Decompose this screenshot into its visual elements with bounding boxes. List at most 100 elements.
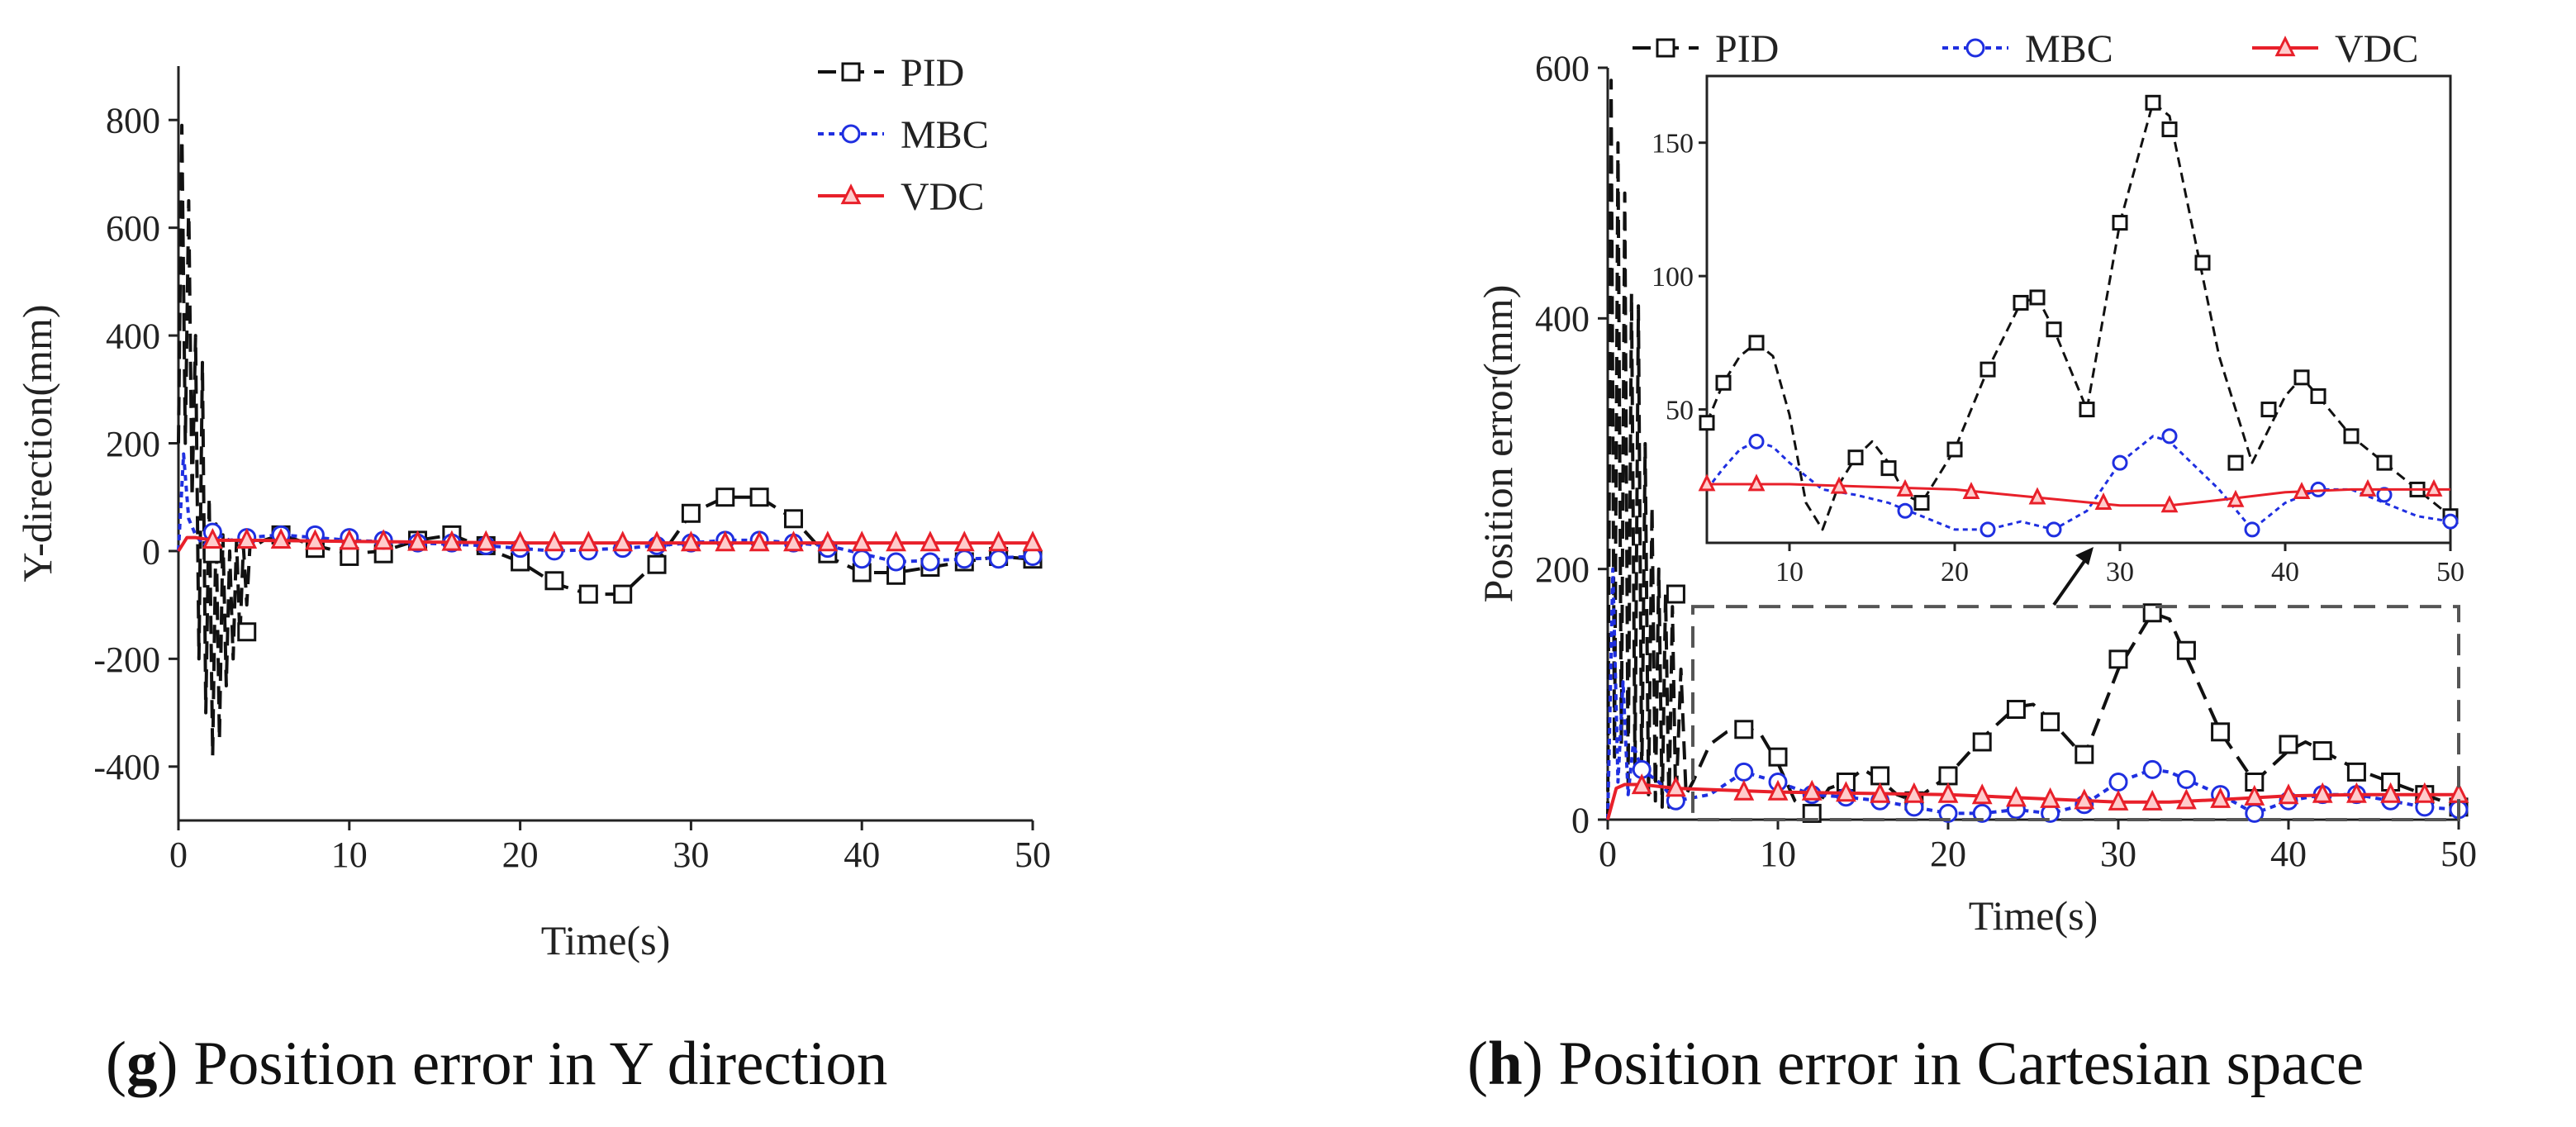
h-vdc-line [1606,782,2459,820]
h-legend-mbc-label: MBC [2025,27,2113,71]
h-inset-pid-marker [2079,402,2095,418]
h-x-tick-label: 0 [1599,834,1617,874]
h-zoom-arrow-line [2052,554,2090,606]
h-pid-marker [1734,720,1754,739]
h-y-tick-label: 400 [1535,299,1590,340]
h-inset-x-tick-label: 50 [2436,557,2464,587]
h-inset-mbc-marker [2244,521,2260,538]
h-inset-vdc-line [1707,483,2450,507]
h-inset-mbc-marker [1980,521,1996,538]
h-inset-pid-marker [1847,449,1864,466]
g-vdc-marker [680,530,701,552]
h-vdc-marker [1733,779,1755,801]
g-y-tick-label: 600 [106,208,160,249]
h-vdc-marker [1971,783,1993,805]
h-inset-vdc-marker [2359,478,2377,497]
g-y-tick-label: -200 [93,640,160,680]
g-pid-marker [613,584,633,604]
h-vdc-marker [1801,779,1823,801]
g-vdc-marker [407,530,428,551]
g-legend-pid-label: PID [901,51,964,95]
g-vdc-marker [988,530,1010,552]
h-vdc-marker [2312,782,2333,803]
g-y-tick-label: -400 [93,747,160,787]
g-pid-marker [749,487,769,507]
h-vdc-marker [2380,782,2402,803]
h-pid-marker [1768,747,1788,767]
h-pid-marker [1972,732,1992,752]
g-vdc-marker [646,530,668,552]
h-mbc-marker [2176,769,2196,789]
h-y-tick-label: 0 [1571,800,1590,840]
h-vdc-marker [2210,787,2231,808]
h-pid-marker [2279,735,2298,754]
g-vdc-marker [510,530,531,552]
g-mbc-line [177,452,1034,564]
h-mbc-marker [1938,803,1958,823]
g-vdc-marker [817,530,839,552]
h-x-tick-label: 50 [2441,834,2477,874]
h-vdc-marker [1631,773,1652,795]
h-pid-marker [2142,603,2162,623]
h-y-tick-label: 600 [1535,48,1590,88]
h-inset-pid-marker [2112,215,2128,231]
h-inset-pid-marker [1980,361,1996,378]
h-inset-y-tick-label: 50 [1666,396,1694,426]
h-inset-mbc-marker [1748,433,1765,449]
h-vdc-marker [2244,784,2265,806]
h-x-tick-label: 30 [2100,834,2136,874]
h-vdc-marker [2345,782,2367,803]
h-vdc-marker [2175,788,2197,810]
h-vdc-marker [2040,787,2061,808]
g-y-tick-label: 0 [142,531,160,572]
caption-h-text: ) Position error in Cartesian space [1522,1030,2365,1098]
g-pid-marker [544,571,564,591]
h-inset-x-tick-label: 30 [2106,557,2134,587]
h-pid-marker [2041,712,2060,732]
h-pid-marker [2346,762,2366,782]
h-inset-pid-marker [1748,335,1765,351]
h-inset-vdc-marker [1698,473,1716,492]
g-pid-marker [237,622,257,642]
h-inset-frame [1705,74,2452,544]
h-pid-marker [1938,766,1958,786]
h-pid-marker [2108,649,2128,669]
g-vdc-marker [305,529,326,550]
g-vdc-marker [851,530,872,552]
h-inset-vdc-marker [2425,478,2443,497]
g-vdc-marker [886,530,906,552]
caption-g-text: ) Position error in Y direction [157,1030,888,1098]
g-legend-pid-marker [841,62,861,82]
h-pid-marker [2075,744,2094,764]
h-inset-pid-marker [1699,415,1715,431]
h-vdc-marker [1903,782,1925,803]
h-vdc-marker [2074,788,2095,810]
g-vdc-marker [953,530,975,552]
h-inset-vdc-group [1698,473,2450,513]
h-pid-marker [2211,722,2231,742]
g-legend-mbc-label: MBC [901,113,989,157]
g-vdc-marker [373,529,394,550]
g-pid-marker [647,554,667,574]
h-inset-mbc-marker [1897,502,1913,519]
g-x-tick-label: 10 [331,835,368,875]
h-vdc-marker [2108,789,2129,811]
h-pid-marker [2176,640,2196,660]
g-vdc-marker [270,528,292,549]
g-pid-marker [681,503,701,523]
h-inset-vdc-marker [2094,492,2113,510]
g-vdc-marker [544,530,565,552]
caption-g-letter: g [126,1030,158,1098]
h-inset-pid-marker [2013,294,2029,311]
h-inset-pid-marker [2376,454,2393,471]
h-x-tick-label: 20 [1930,834,1966,874]
caption-h: (h) Position error in Cartesian space [1467,1030,2365,1098]
h-inset-mbc-marker [2376,487,2393,503]
h-inset-pid-marker [2343,428,2360,445]
g-x-axis-label: Time(s) [541,917,671,963]
h-inset-x-tick-label: 10 [1775,557,1804,587]
g-legend-mbc-marker [841,124,861,144]
h-vdc-marker [1665,776,1686,797]
g-pid-line [177,123,1034,758]
